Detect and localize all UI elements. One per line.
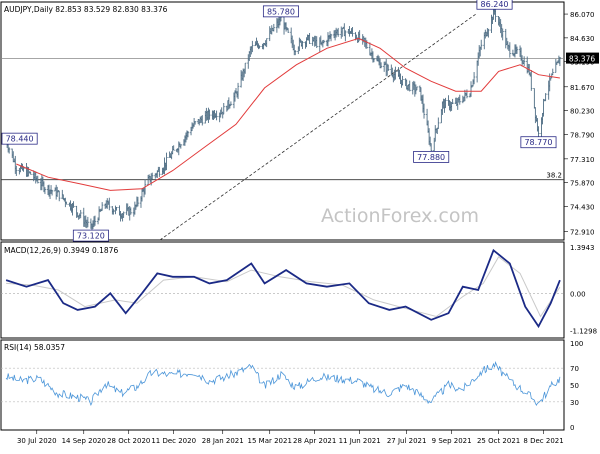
rsi-ytick-label: 100 (570, 340, 583, 348)
watermark: ActionForex.com (321, 205, 479, 227)
x-tick-label: 11 Dec 2020 (151, 437, 196, 445)
rsi-ytick-label: 70 (570, 365, 579, 373)
rsi-panel-frame (0, 339, 565, 431)
price-ytick-label: 84.630 (570, 35, 595, 43)
price-ytick-label: 81.670 (570, 84, 595, 92)
last-price-label: 83.376 (569, 55, 595, 64)
rsi-line (5, 361, 561, 407)
rsi-header: RSI(14) 58.0357 (4, 343, 65, 352)
x-tick-label: 28 Jan 2021 (202, 437, 244, 445)
price-y-axis: 86.07084.63083.19081.67080.23078.79077.3… (564, 11, 595, 237)
rsi-ytick-label: 30 (570, 399, 579, 407)
annotation-box (520, 136, 557, 149)
rsi-y-axis: 100 70 50 30 0 (570, 340, 583, 432)
annotation-layer: 85.780 86.240 78.440 73.120 77.880 78.770 (1, 0, 557, 242)
annotation-box (476, 0, 513, 10)
macd-line (5, 248, 561, 329)
annotation-box (413, 151, 450, 163)
x-tick-label: 9 Sep 2021 (432, 437, 472, 445)
annotation-label: 86.240 (481, 0, 509, 9)
macd-header: MACD(12,26,9) 0.3949 0.1876 (4, 246, 118, 255)
macd-ytick-label: 0.00 (570, 290, 586, 298)
annotation-label: 78.440 (6, 135, 34, 144)
price-ytick-label: 75.870 (570, 180, 595, 188)
macd-panel-frame (0, 241, 565, 339)
price-ytick-label: 72.910 (570, 229, 595, 237)
x-axis: 30 Jul 2020 14 Sep 2020 28 Oct 2020 11 Dec … (17, 430, 564, 445)
macd-series-layer (5, 248, 561, 329)
last-price-badge (566, 52, 599, 64)
x-tick-label: 25 Oct 2021 (477, 437, 520, 445)
price-ytick-label: 86.070 (570, 11, 595, 19)
annotation-box (1, 132, 38, 145)
x-tick-label: 30 Jul 2020 (17, 437, 57, 445)
rsi-ytick-label: 0 (570, 424, 574, 432)
price-ytick-label: 78.790 (570, 131, 595, 139)
annotation-box (72, 229, 109, 242)
x-tick-label: 14 Sep 2020 (62, 437, 106, 445)
macd-y-axis: 1.3943 0.00 -1.1298 (570, 244, 597, 336)
rsi-ytick-label: 50 (570, 382, 579, 390)
macd-ytick-label: -1.1298 (570, 328, 597, 336)
annotation-label: 73.120 (77, 232, 105, 241)
annotation-label: 85.780 (267, 7, 295, 16)
x-tick-label: 28 Oct 2020 (107, 437, 150, 445)
x-tick-label: 15 Mar 2021 (248, 437, 292, 445)
price-ytick-label: 80.230 (570, 108, 595, 116)
x-tick-label: 27 Jul 2021 (387, 437, 427, 445)
annotation-label: 77.880 (417, 153, 445, 162)
price-header: AUDJPY,Daily 82.853 83.529 82.830 83.376 (4, 5, 168, 14)
fib-label: 38.2 (546, 172, 562, 180)
annotation-label: 78.770 (524, 138, 552, 147)
annotation-box (262, 5, 299, 18)
moving-average-line (16, 37, 560, 191)
x-tick-label: 11 Jun 2021 (339, 437, 381, 445)
price-ytick-label: 77.310 (570, 156, 595, 164)
price-series-layer (4, 6, 562, 233)
macd-ytick-label: 1.3943 (570, 244, 595, 252)
rsi-series-layer (5, 361, 561, 407)
x-tick-label: 8 Dec 2021 (523, 437, 563, 445)
price-panel-frame (0, 1, 565, 241)
price-ytick-label: 74.430 (570, 203, 595, 211)
x-tick-label: 28 Apr 2021 (293, 437, 336, 445)
